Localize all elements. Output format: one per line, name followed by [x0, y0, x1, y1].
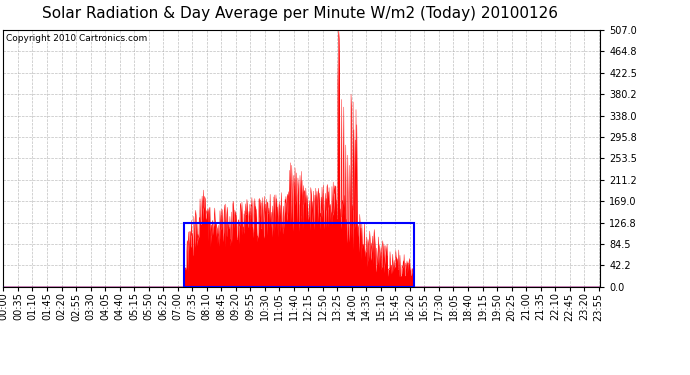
Text: Copyright 2010 Cartronics.com: Copyright 2010 Cartronics.com	[6, 34, 148, 43]
Text: Solar Radiation & Day Average per Minute W/m2 (Today) 20100126: Solar Radiation & Day Average per Minute…	[42, 6, 558, 21]
Bar	[184, 223, 414, 287]
